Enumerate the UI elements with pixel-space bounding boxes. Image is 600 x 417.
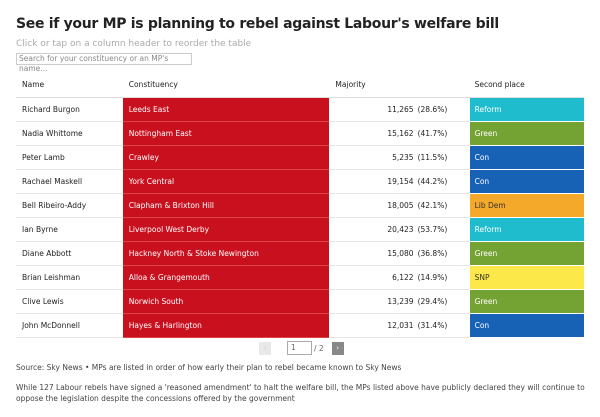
mp-name: Bell Ribeiro-Addy [16, 193, 123, 218]
table-row: Brian Leishman Alloa & Grangemouth 6,122… [16, 265, 584, 290]
table-row: Ian Byrne Liverpool West Derby 20,423 (53… [16, 217, 584, 242]
constituency: Alloa & Grangemouth [122, 265, 330, 290]
page-total: / 2 [314, 343, 324, 353]
second-place: Con [469, 313, 584, 338]
subtitle: Click or tap on a column header to reord… [16, 39, 252, 49]
majority-pct: (31.4%) [417, 321, 448, 330]
majority-value: 19,154 [387, 177, 414, 186]
second-place: Lib Dem [469, 193, 584, 218]
majority: 13,239 (29.4%) [329, 289, 470, 314]
majority: 12,031 (31.4%) [329, 313, 470, 338]
table-row: Nadia Whittome Nottingham East 15,162 (41… [16, 121, 584, 146]
mp-table: Name Constituency Majority Second place … [16, 71, 584, 338]
mp-name: Peter Lamb [16, 145, 123, 170]
mp-name: Ian Byrne [16, 217, 123, 242]
second-place: Green [469, 289, 584, 314]
majority-pct: (53.7%) [417, 225, 448, 234]
constituency: Liverpool West Derby [122, 217, 330, 242]
majority-pct: (11.5%) [417, 153, 448, 162]
majority: 5,235 (11.5%) [329, 145, 470, 170]
majority-pct: (28.6%) [417, 105, 448, 114]
majority-value: 12,031 [387, 321, 414, 330]
majority: 15,080 (36.8%) [329, 241, 470, 266]
constituency: Norwich South [122, 289, 330, 314]
constituency: York Central [122, 169, 330, 194]
constituency: Crawley [122, 145, 330, 170]
table-row: Clive Lewis Norwich South 13,239 (29.4%) … [16, 289, 584, 314]
constituency: Hackney North & Stoke Newington [122, 241, 330, 266]
mp-name: Clive Lewis [16, 289, 123, 314]
mp-name: Rachael Maskell [16, 169, 123, 194]
majority: 6,122 (14.9%) [329, 265, 470, 290]
prev-page-button[interactable]: ‹ [259, 341, 271, 355]
table-row: Richard Burgon Leeds East 11,265 (28.6%) … [16, 97, 584, 122]
second-place: Green [469, 241, 584, 266]
table-row: Diane Abbott Hackney North & Stoke Newin… [16, 241, 584, 266]
majority-pct: (36.8%) [417, 249, 448, 258]
majority-value: 6,122 [392, 273, 414, 282]
majority: 11,265 (28.6%) [329, 97, 470, 122]
header-constituency[interactable]: Constituency [122, 71, 330, 98]
majority-pct: (42.1%) [417, 201, 448, 210]
next-page-button[interactable]: › [331, 341, 344, 355]
footnote: While 127 Labour rebels have signed a 'r… [16, 383, 585, 403]
second-place: Green [469, 121, 584, 146]
mp-name: John McDonnell [16, 313, 123, 338]
second-place: Con [469, 145, 584, 170]
second-place: Con [469, 169, 584, 194]
majority: 18,005 (42.1%) [329, 193, 470, 218]
majority: 15,162 (41.7%) [329, 121, 470, 146]
majority-pct: (14.9%) [417, 273, 448, 282]
majority: 20,423 (53.7%) [329, 217, 470, 242]
majority-pct: (41.7%) [417, 129, 448, 138]
majority-pct: (44.2%) [417, 177, 448, 186]
table-row: Peter Lamb Crawley 5,235 (11.5%) Con [16, 145, 584, 170]
majority-value: 13,239 [387, 297, 414, 306]
second-place: Reform [469, 97, 584, 122]
constituency: Clapham & Brixton Hill [122, 193, 330, 218]
majority-value: 15,080 [387, 249, 414, 258]
majority-value: 20,423 [387, 225, 414, 234]
majority-value: 15,162 [387, 129, 414, 138]
majority: 19,154 (44.2%) [329, 169, 470, 194]
source-note: Source: Sky News • MPs are listed in ord… [16, 363, 402, 372]
second-place: SNP [469, 265, 584, 290]
header-majority[interactable]: Majority [329, 71, 470, 98]
majority-value: 18,005 [387, 201, 414, 210]
search-input[interactable]: Search for your constituency or an MP's … [16, 53, 192, 73]
majority-pct: (29.4%) [417, 297, 448, 306]
constituency: Nottingham East [122, 121, 330, 146]
mp-name: Brian Leishman [16, 265, 123, 290]
header-second-place[interactable]: Second place [469, 71, 584, 98]
mp-name: Richard Burgon [16, 97, 123, 122]
constituency: Leeds East [122, 97, 330, 122]
constituency: Hayes & Harlington [122, 313, 330, 338]
mp-name: Nadia Whittome [16, 121, 123, 146]
second-place: Reform [469, 217, 584, 242]
page-input[interactable]: 1 [287, 341, 312, 355]
mp-name: Diane Abbott [16, 241, 123, 266]
header-name[interactable]: Name [16, 71, 123, 98]
table-row: John McDonnell Hayes & Harlington 12,031… [16, 313, 584, 338]
majority-value: 11,265 [387, 105, 414, 114]
table-row: Rachael Maskell York Central 19,154 (44.2… [16, 169, 584, 194]
page-title: See if your MP is planning to rebel agai… [16, 16, 499, 32]
pagination: ‹ 1 / 2 › [259, 341, 344, 355]
majority-value: 5,235 [392, 153, 414, 162]
table-row: Bell Ribeiro-Addy Clapham & Brixton Hill… [16, 193, 584, 218]
